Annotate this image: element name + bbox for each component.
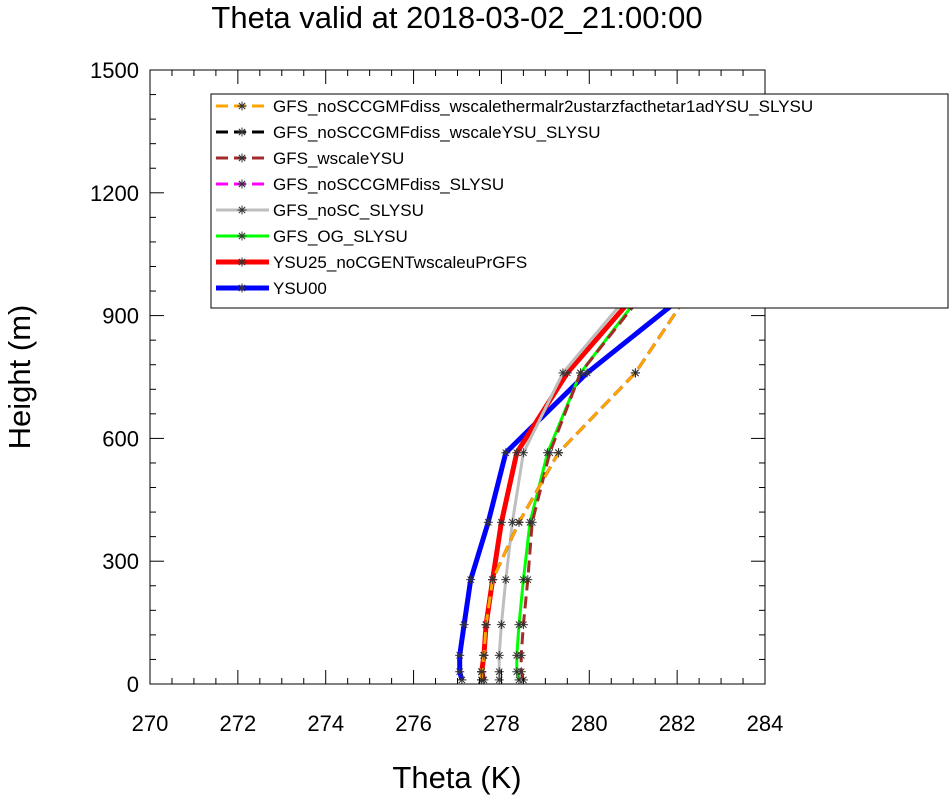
- data-point-GFS_noSC_SLYSU: [558, 368, 568, 378]
- legend: GFS_noSCCGMFdiss_wscalethermalr2ustarzfa…: [210, 93, 949, 309]
- series-layer: [455, 176, 770, 685]
- legend-marker: [237, 231, 247, 241]
- legend-label: YSU25_noCGENTwscaleuPrGFS: [273, 253, 527, 272]
- y-tick-label: 900: [102, 304, 139, 329]
- legend-marker: [237, 179, 247, 189]
- y-axis-label: Height (m): [2, 305, 37, 450]
- legend-marker: [237, 257, 247, 267]
- data-point-GFS_wscaleYSU: [527, 517, 537, 527]
- legend-marker: [237, 153, 247, 163]
- data-point-GFS_wscaleYSU: [518, 620, 528, 630]
- data-point-GFS_noSCCGMFdiss_wscalethermalr2ustarzfacthetar1adYSU_SLYSU: [481, 620, 491, 630]
- legend-label: GFS_wscaleYSU: [273, 149, 404, 168]
- data-point-GFS_noSCCGMFdiss_wscalethermalr2ustarzfacthetar1adYSU_SLYSU: [554, 448, 564, 458]
- legend-box: [210, 93, 949, 309]
- data-point-GFS_noSC_SLYSU: [518, 448, 528, 458]
- x-tick-label: 276: [395, 711, 432, 736]
- data-point-GFS_noSCCGMFdiss_wscalethermalr2ustarzfacthetar1adYSU_SLYSU: [488, 575, 498, 585]
- legend-marker: [237, 101, 247, 111]
- x-tick-label: 274: [307, 711, 344, 736]
- data-point-YSU00: [501, 448, 511, 458]
- y-tick-label: 300: [102, 549, 139, 574]
- series-line-YSU25_noCGENTwscaleuPrGFS: [479, 182, 765, 681]
- data-point-YSU25_noCGENTwscaleuPrGFS: [496, 517, 506, 527]
- y-tick-label: 600: [102, 426, 139, 451]
- legend-marker: [237, 205, 247, 215]
- data-point-GFS_noSC_SLYSU: [501, 575, 511, 585]
- chart-title: Theta valid at 2018-03-02_21:00:00: [211, 0, 702, 35]
- series-line-GFS_noSC_SLYSU: [497, 185, 753, 680]
- data-point-YSU00: [459, 620, 469, 630]
- x-axis-label: Theta (K): [392, 760, 521, 795]
- data-point-GFS_noSCCGMFdiss_wscalethermalr2ustarzfacthetar1adYSU_SLYSU: [477, 667, 487, 677]
- data-point-GFS_wscaleYSU: [545, 448, 555, 458]
- data-point-GFS_wscaleYSU: [516, 650, 526, 660]
- y-tick-label: 0: [127, 672, 139, 697]
- data-point-GFS_noSC_SLYSU: [496, 620, 506, 630]
- data-point-GFS_noSC_SLYSU: [494, 675, 504, 685]
- y-tick-label: 1200: [90, 181, 139, 206]
- x-tick-label: 284: [747, 711, 784, 736]
- y-tick-label: 1500: [90, 58, 139, 83]
- legend-marker: [237, 283, 247, 293]
- data-point-YSU00: [455, 667, 465, 677]
- x-tick-label: 282: [659, 711, 696, 736]
- legend-label: GFS_OG_SLYSU: [273, 227, 408, 246]
- legend-label: GFS_noSCCGMFdiss_SLYSU: [273, 175, 504, 194]
- x-tick-label: 280: [571, 711, 608, 736]
- axes-layer: 270 272 274 276 278 280 282 284 0 300 600 900 1200 15…: [90, 58, 783, 736]
- data-point-GFS_noSCCGMFdiss_wscalethermalr2ustarzfacthetar1adYSU_SLYSU: [514, 517, 524, 527]
- legend-marker: [237, 127, 247, 137]
- x-tick-label: 278: [483, 711, 520, 736]
- data-point-GFS_noSCCGMFdiss_wscalethermalr2ustarzfacthetar1adYSU_SLYSU: [630, 368, 640, 378]
- data-point-YSU00: [582, 368, 592, 378]
- data-point-YSU00: [483, 517, 493, 527]
- data-point-GFS_wscaleYSU: [516, 667, 526, 677]
- series-line-GFS_wscaleYSU: [519, 179, 767, 681]
- series-line-YSU00: [457, 225, 767, 681]
- data-point-GFS_noSC_SLYSU: [494, 650, 504, 660]
- legend-label: GFS_noSCCGMFdiss_wscalethermalr2ustarzfa…: [273, 97, 813, 116]
- x-tick-label: 270: [132, 711, 169, 736]
- data-point-YSU00: [466, 575, 476, 585]
- x-tick-label: 272: [219, 711, 256, 736]
- data-point-GFS_wscaleYSU: [523, 575, 533, 585]
- legend-label: GFS_noSC_SLYSU: [273, 201, 424, 220]
- data-point-GFS_wscaleYSU: [576, 368, 585, 378]
- data-point-GFS_noSC_SLYSU: [494, 667, 504, 677]
- data-point-GFS_noSCCGMFdiss_wscalethermalr2ustarzfacthetar1adYSU_SLYSU: [479, 650, 489, 660]
- legend-label: GFS_noSCCGMFdiss_wscaleYSU_SLYSU: [273, 123, 601, 142]
- legend-label: YSU00: [273, 279, 327, 298]
- data-point-GFS_noSCCGMFdiss_wscalethermalr2ustarzfacthetar1adYSU_SLYSU: [477, 675, 487, 685]
- data-point-YSU00: [455, 650, 465, 660]
- data-point-YSU00: [457, 675, 467, 685]
